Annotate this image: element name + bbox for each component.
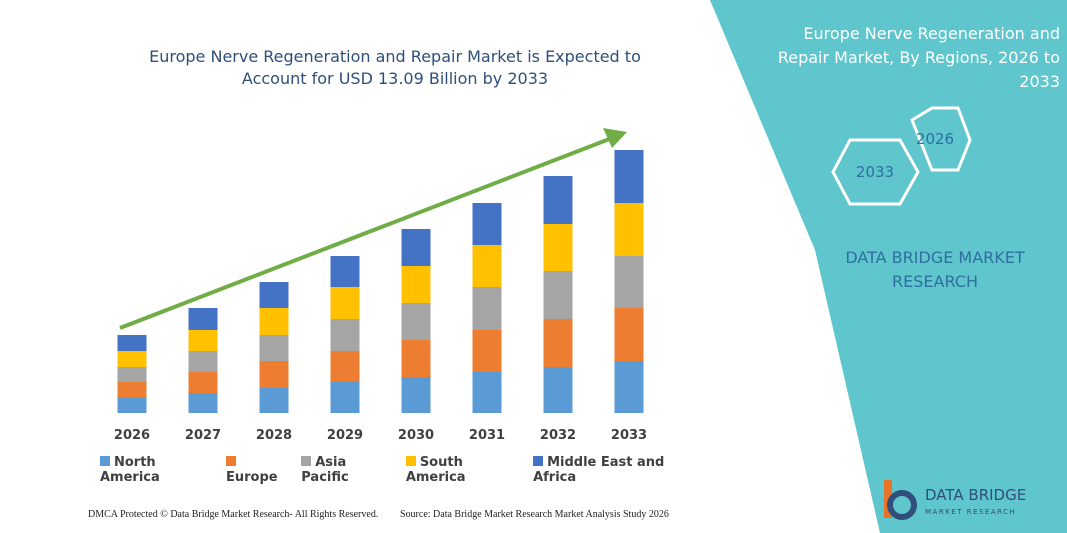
legend-item: South America <box>405 455 519 485</box>
x-tick-label: 2030 <box>398 428 434 443</box>
logo-name: DATA BRIDGE <box>925 486 1026 504</box>
bar-segment <box>188 393 218 413</box>
hex-label: 2026 <box>916 130 954 148</box>
legend-label: North America <box>100 455 160 485</box>
legend-label: Asia Pacific <box>301 455 349 485</box>
x-tick-label: 2027 <box>185 428 221 443</box>
bar-segment <box>188 330 218 351</box>
bar-segment <box>543 367 573 413</box>
legend-item: Europe <box>226 455 287 485</box>
x-tick-label: 2026 <box>114 428 150 443</box>
bar-segment <box>472 203 502 245</box>
panel-title: Europe Nerve Regeneration and Repair Mar… <box>777 24 1060 91</box>
bar-segment <box>259 335 289 361</box>
x-tick-label: 2032 <box>540 428 576 443</box>
bar-segment <box>330 319 360 351</box>
hex-label: 2033 <box>856 163 894 181</box>
bar-segment <box>188 351 218 372</box>
bar-segment <box>117 382 147 398</box>
bar-segment <box>543 319 573 367</box>
legend-swatch <box>100 456 110 466</box>
legend-label: South America <box>405 455 466 485</box>
hexagon <box>910 106 972 172</box>
bar-segment <box>614 361 644 413</box>
bar-segment <box>614 150 644 203</box>
legend-item: Asia Pacific <box>301 455 392 485</box>
arrow-head <box>603 128 627 148</box>
bar-segment <box>117 351 147 367</box>
bar-segment <box>259 282 289 308</box>
brand: DATA BRIDGE MARKET RESEARCH <box>845 248 1025 291</box>
legend-swatch <box>226 456 237 466</box>
x-tick-label: 2031 <box>469 428 505 443</box>
legend-item: North America <box>100 455 212 485</box>
bar-segment <box>330 351 360 382</box>
bar-segment <box>543 176 573 224</box>
x-tick-label: 2033 <box>611 428 647 443</box>
legend-label: Europe <box>226 470 278 485</box>
bar-segment <box>330 287 360 319</box>
bar-segment <box>614 308 644 361</box>
bar-segment <box>543 224 573 271</box>
legend-swatch <box>405 456 416 466</box>
legend: North America Europe Asia Pacific South Ame… <box>100 455 700 485</box>
bar-segment <box>543 271 573 319</box>
bar-segment <box>330 256 360 287</box>
bar-segment <box>472 245 502 287</box>
logo-icon <box>884 480 917 520</box>
logo-tagline: MARKET RESEARCH <box>925 508 1016 516</box>
footer-left: DMCA Protected © Data Bridge Market Rese… <box>88 509 379 520</box>
trend-arrow <box>119 136 613 330</box>
bar-segment <box>401 229 431 266</box>
bar-segment <box>117 335 147 351</box>
footer-right: Source: Data Bridge Market Research Mark… <box>400 509 669 520</box>
bar-segment <box>401 266 431 303</box>
bar-segment <box>472 372 502 413</box>
bar-segment <box>614 203 644 256</box>
x-tick-label: 2028 <box>256 428 292 443</box>
bar-segment <box>259 308 289 335</box>
bar-segment <box>259 388 289 413</box>
bar-segment <box>472 287 502 330</box>
hexagon <box>831 138 920 206</box>
bar-segment <box>614 256 644 308</box>
panel-bg <box>710 0 1067 533</box>
legend-swatch <box>533 456 544 466</box>
chart-title: Europe Nerve Regeneration and Repair Mar… <box>149 47 641 88</box>
legend-swatch <box>301 456 312 466</box>
bar-segment <box>472 330 502 372</box>
bar-segment <box>401 340 431 377</box>
bar-segment <box>259 361 289 388</box>
x-tick-label: 2029 <box>327 428 363 443</box>
bar-segment <box>330 382 360 413</box>
bar-segment <box>188 372 218 393</box>
bar-segment <box>401 377 431 413</box>
bar-segment <box>401 303 431 340</box>
legend-label: Middle East and Africa <box>533 455 665 485</box>
bar-segment <box>117 398 147 413</box>
bar-segment <box>188 308 218 330</box>
bar-segment <box>117 367 147 382</box>
legend-item: Middle East and Africa <box>533 455 700 485</box>
